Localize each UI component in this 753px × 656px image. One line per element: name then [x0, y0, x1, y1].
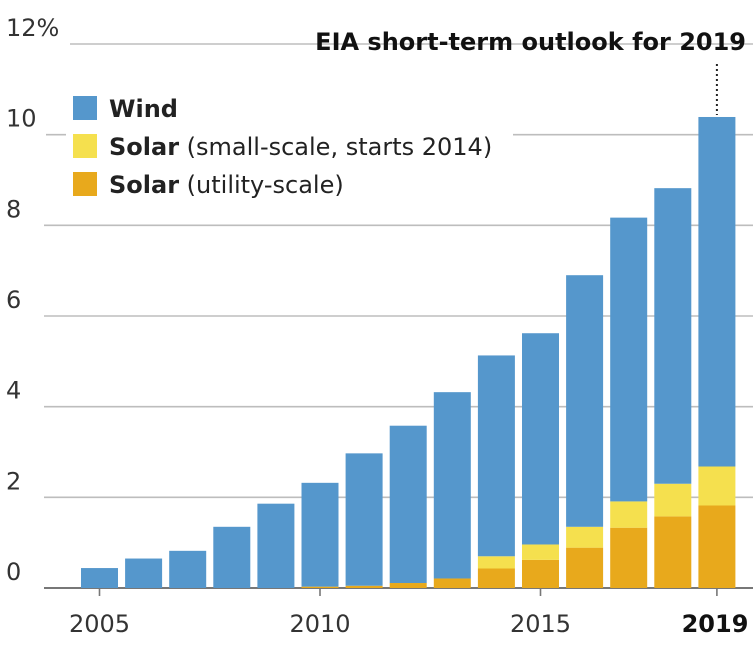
- bar-segment: [610, 501, 648, 528]
- bar-segment: [522, 544, 559, 560]
- legend-series-name: Solar: [109, 133, 179, 161]
- bar-segment: [81, 568, 118, 588]
- bar-segment: [566, 526, 604, 548]
- bar-segment: [654, 483, 692, 517]
- bar-segment: [257, 503, 295, 588]
- y-tick-label: 2: [6, 467, 21, 495]
- legend-entry: Solar (small-scale, starts 2014): [109, 133, 492, 161]
- bar-segment: [389, 583, 427, 588]
- bar-segment: [566, 275, 604, 527]
- y-tick-label: 10: [6, 105, 37, 133]
- y-tick-label: 6: [6, 286, 21, 314]
- legend-entry: Solar (utility-scale): [109, 171, 344, 199]
- y-tick-label: 4: [6, 377, 21, 405]
- bar-segment: [566, 547, 604, 588]
- legend-series-detail: (utility-scale): [179, 171, 344, 199]
- bar-segment: [345, 585, 383, 588]
- bar-segment: [522, 333, 559, 545]
- bar-segment: [698, 466, 736, 506]
- bar-segment: [698, 505, 736, 588]
- bar-segment: [125, 558, 163, 588]
- bar-segment: [654, 188, 692, 484]
- bar-segment: [477, 556, 515, 569]
- x-tick-label: 2019: [682, 610, 749, 638]
- legend-swatch: [73, 172, 97, 196]
- bar-segment: [654, 516, 692, 588]
- legend-series-detail: (small-scale, starts 2014): [179, 133, 492, 161]
- legend-swatch: [73, 134, 97, 158]
- y-tick-label: 0: [6, 558, 21, 586]
- y-axis-tick-labels: 0 2 4 6 8 10 12%: [6, 14, 59, 586]
- x-axis-tick-labels: 2005 2010 2015 2019: [69, 588, 748, 638]
- y-tick-label: 12%: [6, 14, 59, 42]
- bar-segment: [610, 217, 648, 502]
- y-tick-label: 8: [6, 195, 21, 223]
- legend-entry: Wind: [109, 95, 178, 123]
- x-tick-label: 2015: [510, 610, 571, 638]
- bar-segment: [213, 526, 251, 588]
- bar-segment: [301, 586, 339, 588]
- legend-swatch: [73, 96, 97, 120]
- bars: [81, 116, 736, 588]
- bar-segment: [345, 453, 383, 586]
- x-tick-label: 2010: [289, 610, 350, 638]
- bar-segment: [610, 527, 648, 588]
- bar-segment: [477, 355, 515, 557]
- bar-segment: [169, 550, 207, 588]
- bar-segment: [301, 482, 339, 587]
- bar-segment: [433, 578, 471, 588]
- annotation-label: EIA short-term outlook for 2019: [315, 28, 746, 56]
- bar-segment: [477, 568, 515, 588]
- bar-segment: [522, 559, 559, 588]
- x-tick-label: 2005: [69, 610, 130, 638]
- bar-segment: [389, 425, 427, 584]
- legend-series-name: Wind: [109, 95, 178, 123]
- legend-series-name: Solar: [109, 171, 179, 199]
- bar-segment: [698, 116, 736, 467]
- legend-background: [66, 80, 513, 200]
- bar-segment: [433, 392, 471, 579]
